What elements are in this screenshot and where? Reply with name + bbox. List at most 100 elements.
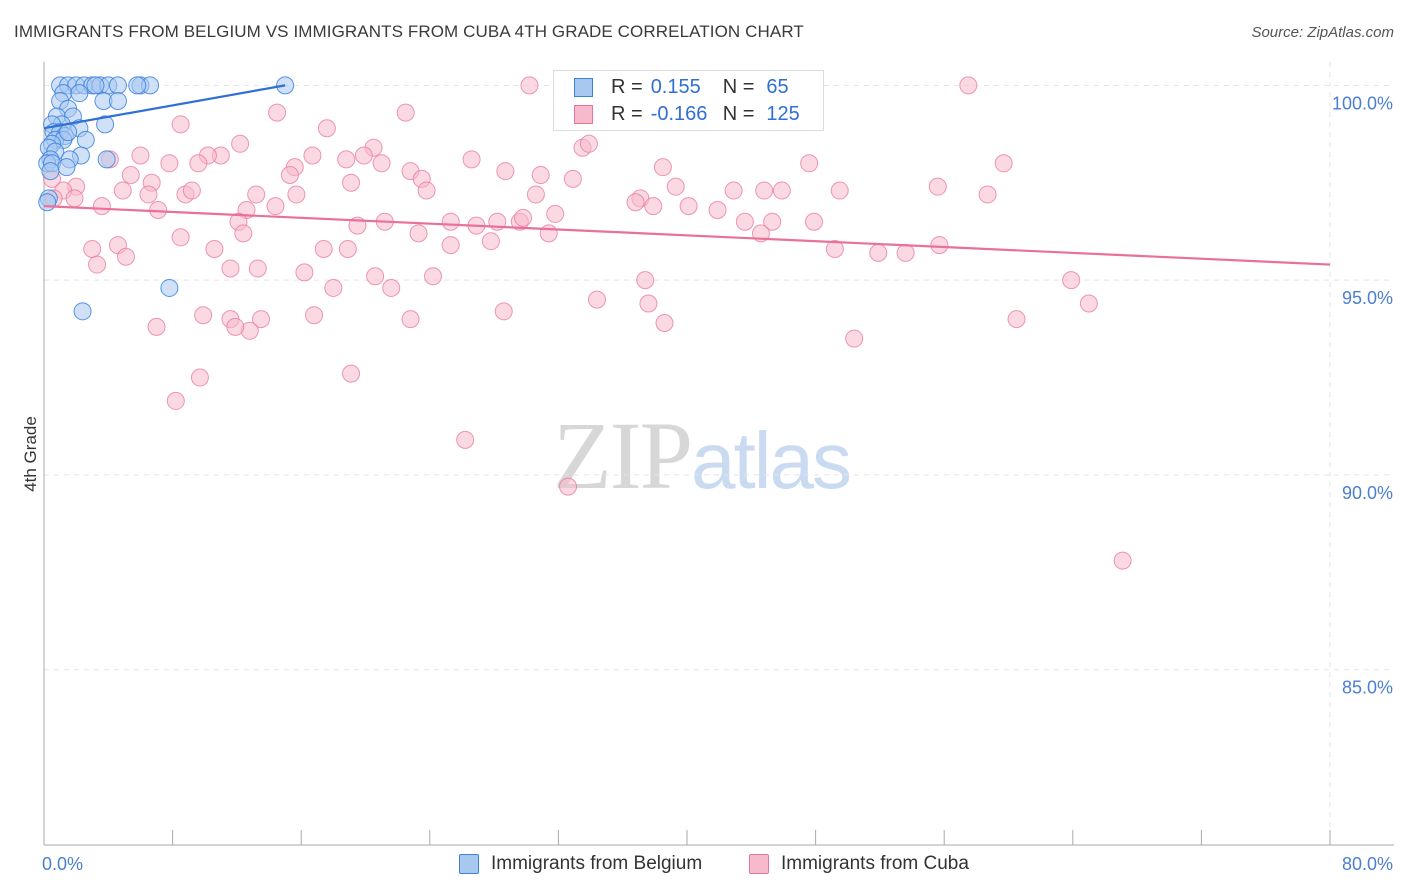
cuba-point: [166, 391, 185, 410]
cuba-point: [708, 201, 727, 220]
cuba-point: [65, 189, 84, 208]
cuba-point: [928, 177, 947, 196]
cuba-point: [655, 314, 674, 332]
axis-labels: 100.0% 95.0% 90.0% 85.0% 0.0% 80.0% 4th Grade: [21, 93, 1393, 874]
legend-r-belgium: 0.155: [650, 75, 701, 98]
cuba-point: [194, 306, 213, 325]
cuba-point: [825, 239, 844, 258]
cuba-point: [113, 181, 132, 200]
cuba-point: [205, 239, 224, 258]
cuba-point: [724, 181, 743, 200]
cuba-point: [342, 364, 361, 383]
cuba-point: [231, 134, 250, 153]
cuba-point: [735, 212, 754, 231]
belgium-point: [97, 150, 116, 169]
cuba-point: [409, 224, 428, 243]
cuba-point: [639, 294, 658, 313]
cuba-point: [653, 158, 672, 177]
bottom-legend-belgium: Immigrants from Belgium: [459, 852, 702, 876]
belgium-point: [70, 84, 89, 103]
cuba-point: [456, 430, 475, 449]
cuba-point: [287, 185, 306, 204]
cuba-point: [800, 154, 819, 173]
cuba-point: [248, 259, 267, 278]
cuba-point: [189, 154, 208, 173]
cuba-point: [546, 204, 565, 223]
cuba-point: [563, 169, 582, 188]
cuba-point: [539, 224, 558, 243]
cuba-point: [83, 239, 102, 258]
cuba-point: [804, 212, 823, 231]
bottom-legend-swatch-belgium: [459, 854, 479, 874]
cuba-point: [424, 267, 443, 286]
cuba-point: [755, 181, 774, 200]
cuba-point: [1079, 294, 1098, 313]
cuba-point: [268, 103, 287, 122]
cuba-point: [366, 267, 385, 286]
watermark: ZIPatlas: [553, 400, 852, 511]
cuba-point: [978, 185, 997, 204]
cuba-point: [266, 197, 285, 216]
cuba-point: [190, 368, 209, 387]
cuba-point: [116, 247, 135, 266]
cuba-point: [520, 76, 539, 95]
cuba-point: [896, 243, 915, 262]
cuba-point: [1113, 551, 1132, 570]
cuba-point: [234, 224, 253, 243]
cuba-point: [354, 146, 373, 165]
chart-title: IMMIGRANTS FROM BELGIUM VS IMMIGRANTS FR…: [14, 22, 804, 41]
cuba-point: [559, 477, 578, 496]
bottom-legend-swatch-cuba: [749, 854, 769, 874]
y-tick-label: 95.0%: [1342, 288, 1393, 308]
bottom-legend-cuba: Immigrants from Cuba: [749, 852, 969, 876]
watermark-zip: ZIP: [553, 402, 693, 509]
cuba-point: [252, 310, 271, 329]
legend-swatch-belgium: [574, 77, 593, 97]
belgium-trend-line: [43, 84, 286, 130]
cuba-point: [121, 165, 140, 184]
cuba-point: [959, 76, 978, 95]
y-axis-title: 4th Grade: [21, 416, 40, 492]
axes: [43, 62, 1394, 846]
belgium-point: [59, 123, 78, 142]
cuba-point: [303, 146, 322, 165]
cuba-point: [317, 119, 336, 138]
legend-r-label: R =: [611, 75, 643, 98]
cuba-point: [679, 197, 698, 216]
legend-swatch-cuba: [574, 104, 593, 124]
cuba-point: [182, 181, 201, 200]
cuba-point: [171, 228, 190, 247]
legend-row-belgium: R = 0.155 N = 65: [574, 74, 789, 100]
cuba-point: [644, 197, 663, 216]
cuba-point: [247, 185, 266, 204]
cuba-point: [226, 317, 245, 336]
cuba-point: [160, 154, 179, 173]
cuba-point: [295, 263, 314, 282]
y-tick-label: 85.0%: [1342, 678, 1393, 698]
cuba-point: [338, 239, 357, 258]
legend-n-cuba: 125: [766, 102, 800, 125]
cuba-point: [1062, 271, 1081, 290]
cuba-point: [396, 103, 415, 122]
x-tick-label-min: 0.0%: [42, 854, 83, 874]
belgium-point: [96, 115, 115, 134]
cuba-point: [441, 236, 460, 255]
belgium-point: [128, 76, 147, 95]
legend-r-cuba: -0.166: [650, 102, 708, 125]
cuba-point: [845, 329, 864, 348]
belgium-point: [73, 302, 92, 321]
cuba-point: [88, 255, 107, 274]
cuba-point: [221, 259, 240, 278]
cuba-point: [930, 236, 949, 255]
cuba-point: [1007, 310, 1026, 329]
belgium-point: [38, 193, 57, 212]
cuba-point: [481, 232, 500, 251]
cuba-point: [305, 306, 324, 325]
cuba-point: [92, 197, 111, 216]
cuba-point: [324, 278, 343, 297]
cuba-point: [280, 165, 299, 184]
bottom-legend-label-cuba: Immigrants from Cuba: [781, 853, 969, 874]
cuba-point: [763, 212, 782, 231]
cuba-point: [772, 181, 791, 200]
